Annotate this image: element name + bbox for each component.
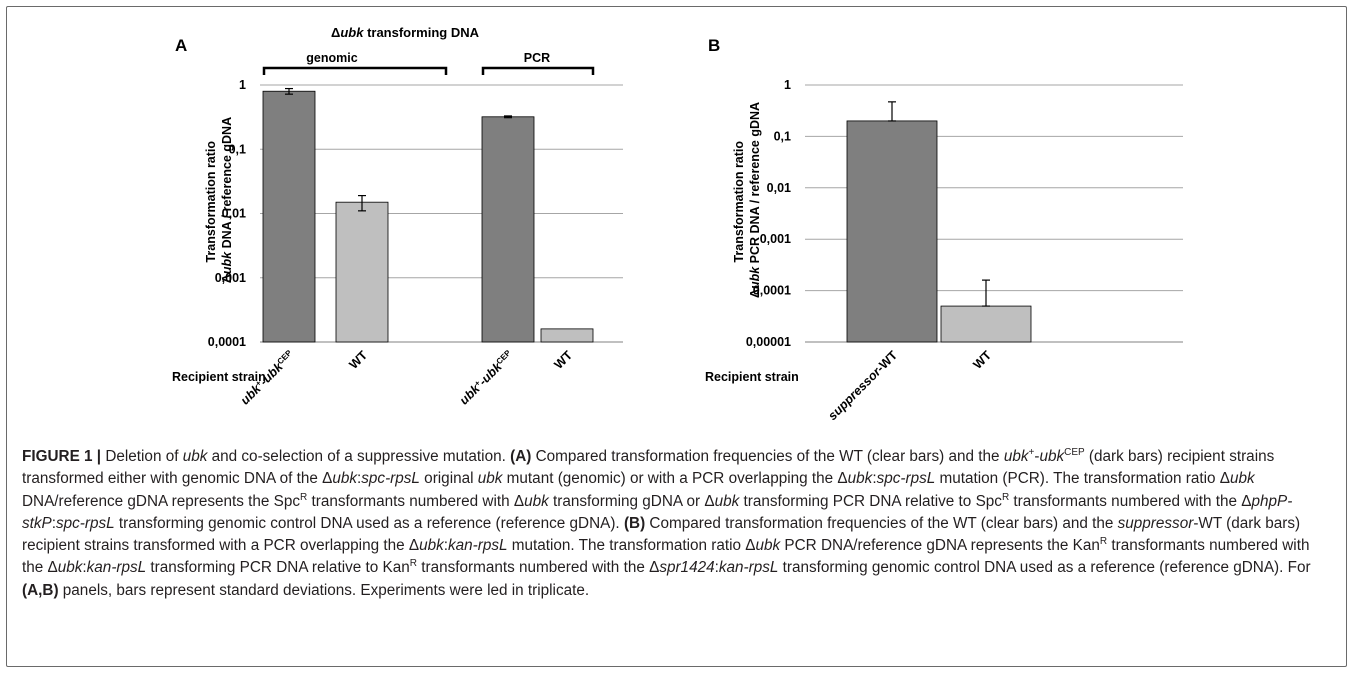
panel-b-category-label: suppressor-WT [825,348,900,423]
bracket-genomic [262,66,448,75]
panel-a-ytick-label: 0,0001 [208,335,246,349]
panel-b-bar [846,120,938,343]
panel-b-ytick-label: 0,0001 [753,284,791,298]
panel-b-chart: B Transformation ratio Δubk PCR DNA / re… [705,36,1183,423]
panel-b-category-label: WT [970,348,994,372]
group-label-pcr: PCR [524,51,550,65]
panel-a-xlabel: Recipient strain [172,370,266,384]
panel-a-ylabel: Transformation ratio Δubk DNA / referenc… [204,117,234,283]
panel-a-header: Δubk transforming DNA [331,25,480,40]
panel-b-ytick-label: 0,001 [760,232,791,246]
panel-a-bar [481,116,535,343]
figure-frame [6,6,1347,667]
group-label-genomic: genomic [306,51,357,65]
panel-b-ylabel: Transformation ratio Δubk PCR DNA / refe… [732,102,762,298]
panel-a-chart: A Δubk transforming DNA genomic PCR Tran… [172,25,623,407]
panel-a-category-label: ubk+-ubkCEP [457,347,517,407]
panel-b-ytick-label: 1 [784,78,791,92]
panel-a-ytick-label: 0,001 [215,271,246,285]
panel-a-bar [335,201,389,343]
panel-b-ytick-label: 0,01 [767,181,791,195]
panel-a-ytick-label: 1 [239,78,246,92]
panel-b-ytick-label: 0,00001 [746,335,791,349]
panel-a-ytick-label: 0,1 [229,142,246,156]
panel-b-xlabel: Recipient strain [705,370,799,384]
panel-b-ytick-label: 0,1 [774,129,791,143]
panel-a-category-label: WT [551,348,575,372]
figure-caption: FIGURE 1 | Deletion of ubk and co-select… [22,446,1311,599]
figure-charts: A Δubk transforming DNA genomic PCR Tran… [172,25,1183,423]
panel-b-letter: B [708,36,720,55]
panel-b-bar [940,305,1032,343]
panel-a-letter: A [175,36,187,55]
panel-b-ylabel-line2: Δubk PCR DNA / reference gDNA [748,102,762,298]
panel-a-ytick-label: 0,01 [222,207,246,221]
panel-a-category-label: WT [346,348,370,372]
panel-a-bar [540,328,594,343]
panel-a-bar [262,90,316,343]
bracket-pcr [481,66,595,75]
panel-a-ylabel-line2: Δubk DNA / reference gDNA [220,117,234,283]
